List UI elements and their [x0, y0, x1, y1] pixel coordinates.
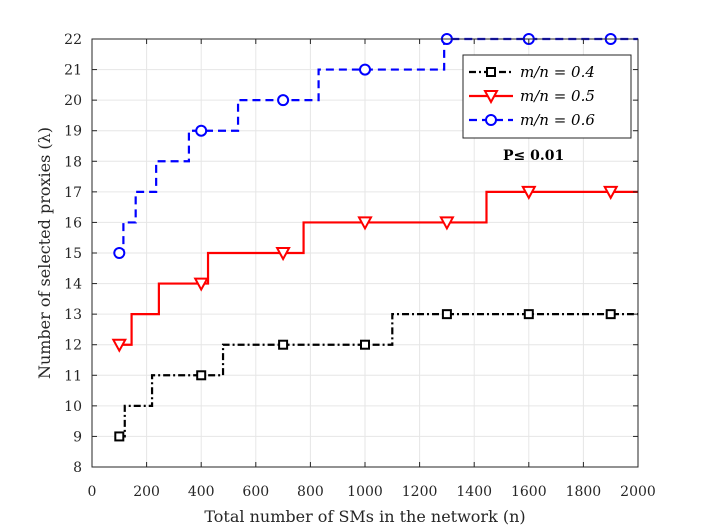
y-axis-label: Number of selected proxies (λ) [35, 127, 54, 379]
data-point [196, 370, 207, 381]
y-tick-label: 19 [64, 124, 82, 140]
data-point [441, 309, 452, 320]
y-tick-label: 20 [64, 93, 82, 109]
y-tick-label: 12 [64, 338, 82, 354]
x-tick-label: 400 [188, 484, 215, 500]
legend-entry: m/n = 0.5 [469, 87, 595, 105]
y-tick-label: 10 [64, 399, 82, 415]
data-point [114, 431, 125, 442]
x-tick-label: 0 [88, 484, 97, 500]
data-point [275, 247, 291, 262]
data-point [605, 309, 616, 320]
legend-marker [485, 114, 497, 126]
y-tick-label: 15 [64, 246, 82, 262]
x-tick-label: 1400 [456, 484, 492, 500]
y-tick-label: 11 [64, 368, 82, 384]
data-point [113, 247, 126, 259]
data-point [278, 339, 289, 350]
series-line [119, 313, 638, 438]
data-point [277, 94, 290, 107]
y-tick-label: 22 [64, 32, 82, 48]
x-tick-label: 1000 [347, 484, 383, 500]
series-line [119, 190, 638, 346]
data-point [439, 216, 455, 231]
data-point [521, 185, 537, 200]
y-tick-label: 14 [64, 277, 82, 293]
legend-label: m/n = 0.6 [520, 111, 595, 129]
data-point [523, 309, 534, 320]
legend-label: m/n = 0.4 [520, 63, 595, 81]
y-tick-label: 21 [64, 63, 82, 79]
x-tick-label: 600 [242, 484, 269, 500]
data-point [195, 124, 208, 137]
x-tick-label: 800 [297, 484, 324, 500]
legend: m/n = 0.4 m/n = 0.5 m/n = 0.6 [462, 54, 632, 139]
legend-marker [486, 67, 496, 77]
series-line [119, 37, 638, 255]
x-tick-label: 2000 [620, 484, 656, 500]
data-point [357, 216, 373, 231]
probability-annotation: P≤ 0.01 [503, 148, 564, 164]
legend-marker [483, 90, 499, 105]
y-tick-label: 17 [64, 185, 82, 201]
y-tick-label: 16 [64, 215, 82, 231]
ticks: 0 200 400 600 800 1000 1200 1400 1600 1800 2000 8 9 1… [64, 32, 656, 500]
series-2 [111, 185, 638, 353]
data-point [360, 339, 370, 350]
data-point [359, 63, 371, 76]
y-tick-label: 13 [64, 307, 82, 323]
x-tick-label: 1200 [402, 484, 438, 500]
series-1 [114, 309, 638, 442]
y-tick-label: 8 [73, 460, 82, 476]
x-tick-label: 200 [133, 484, 160, 500]
data-point [603, 185, 619, 200]
legend-entry: m/n = 0.4 [469, 63, 595, 81]
x-tick-label: 1600 [511, 484, 547, 500]
data-point [193, 277, 209, 292]
x-axis-label: Total number of SMs in the network (n) [204, 507, 525, 526]
x-tick-label: 1800 [566, 484, 602, 500]
legend-label: m/n = 0.5 [520, 87, 595, 105]
y-tick-label: 18 [64, 154, 82, 170]
y-tick-label: 9 [73, 429, 82, 445]
legend-entry: m/n = 0.6 [469, 111, 595, 129]
data-point [111, 338, 127, 353]
